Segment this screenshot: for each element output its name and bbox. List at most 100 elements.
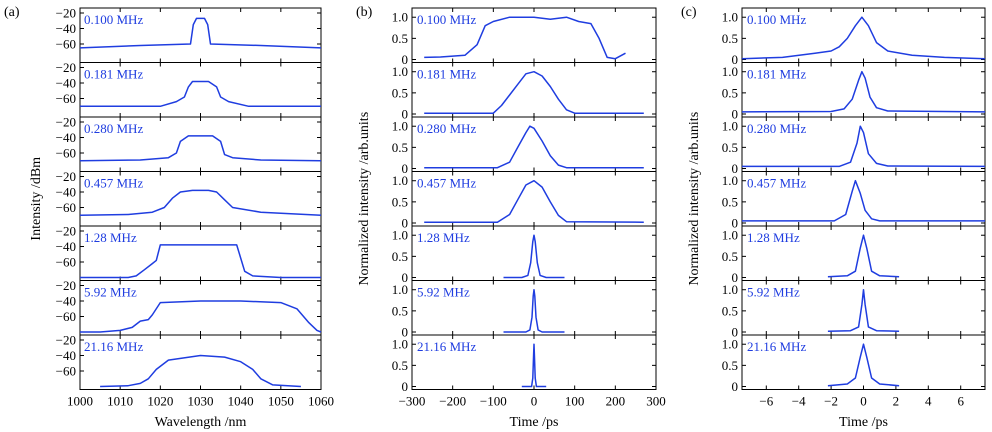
x-tick-label: 1020 [147,394,173,409]
x-tick-label: −300 [399,394,426,409]
subplot-1: 0 0.5 1.0 0.100 MHz [722,7,986,67]
y-tick-label: −20 [56,169,76,184]
y-axis-label: Intensity /dBm [29,157,44,241]
y-tick-label: −20 [56,60,76,75]
y-tick-label: 0.5 [722,249,738,264]
x-tick-label: 1050 [268,394,294,409]
subplot-7: 0 0.5 1.0 21.16 MHz [722,334,986,394]
y-tick-label: −20 [56,115,76,130]
y-tick-label: 0 [732,52,739,67]
y-tick-label: −40 [56,348,76,363]
subplot-6: 0 0.5 1.0 5.92 MHz [722,280,986,340]
trace-0-100-mhz [741,16,986,60]
y-tick-label: 1.0 [392,173,408,188]
y-tick-label: 0 [732,216,739,231]
y-axis-label: Normalized intensity /arb.units [357,112,372,286]
trace-5-92-mhz [80,300,322,333]
subplot-6: −20−40−60 5.92 MHz [56,278,322,336]
trace-0-100-mhz [79,17,322,49]
y-tick-label: 0.5 [392,194,408,209]
trace-0-181-mhz [741,70,986,113]
rate-label: 21.16 MHz [747,339,806,354]
rate-label: 5.92 MHz [84,285,137,300]
x-tick-label: 0 [860,394,867,409]
rate-label: 0.181 MHz [417,67,476,82]
y-tick-label: 1.0 [392,64,408,79]
rate-label: 21.16 MHz [84,339,143,354]
rate-label: 0.100 MHz [84,12,143,27]
trace-0-181-mhz [80,80,321,108]
trace-0-280-mhz [424,125,644,169]
x-tick-label: −100 [480,394,507,409]
y-tick-label: −40 [56,185,76,200]
y-tick-label: 0.5 [392,358,408,373]
y-tick-label: −20 [56,224,76,239]
subplot-7: 0 0.5 1.0 21.16 MHz [392,334,657,394]
y-tick-label: −40 [56,294,76,309]
x-tick-label: 1010 [107,394,133,409]
y-tick-label: 0 [402,270,409,285]
y-tick-label: 0 [402,52,409,67]
x-tick-label: 6 [957,394,964,409]
rate-label: 0.100 MHz [747,12,806,27]
rate-label: 0.181 MHz [747,67,806,82]
y-tick-label: −20 [56,6,76,21]
trace-21-16-mhz [827,343,900,387]
panel-a: (a) −20−40−600.100 MHz−20−40−600.181 MHz−… [4,5,334,430]
y-tick-label: 1.0 [722,282,738,297]
y-tick-label: −60 [56,200,76,215]
x-axis-label: Time /ps [839,415,888,430]
y-tick-label: −60 [56,146,76,161]
trace-1-28-mhz [827,234,900,278]
y-tick-label: 0.5 [722,194,738,209]
y-tick-label: 0.5 [392,85,408,100]
y-tick-label: −60 [56,37,76,52]
trace-0-457-mhz [424,179,644,223]
trace-0-280-mhz [742,125,986,168]
subplot-1: −20−40−60 0.100 MHz [56,6,322,63]
panel-b: (b) 0 0.5 1.0 0.100 MHz 0 0.5 1.0 0.181 MHz 0 0.5 1… [356,5,666,430]
y-tick-label: 0 [732,270,739,285]
y-tick-label: 1.0 [722,119,738,134]
rate-label: 0.280 MHz [747,121,806,136]
subplot-3: −20−40−60 0.280 MHz [56,115,322,172]
y-tick-label: 0.5 [722,358,738,373]
trace-0-181-mhz [424,70,644,114]
subplot-5: 0 0.5 1.0 1.28 MHz [722,225,986,285]
subplot-2: 0 0.5 1.0 0.181 MHz [722,62,986,122]
y-tick-label: 1.0 [722,337,738,352]
x-tick-label: 100 [565,394,585,409]
y-tick-label: 1.0 [392,228,408,243]
y-tick-label: −40 [56,239,76,254]
subplot-4: −20−40−60 0.457 MHz [56,169,322,227]
y-tick-label: 1.0 [722,64,738,79]
rate-label: 5.92 MHz [417,285,470,300]
y-axis-label: Normalized intensity /arb.units [687,112,702,286]
x-tick-label: 0 [531,394,538,409]
trace-0-457-mhz [79,189,322,217]
rate-label: 0.457 MHz [417,176,476,191]
y-tick-label: 1.0 [392,282,408,297]
y-tick-label: 0 [402,379,409,394]
y-tick-label: −20 [56,278,76,293]
y-tick-label: 0.5 [722,140,738,155]
trace-21-16-mhz [100,354,301,388]
x-tick-label: 2 [893,394,900,409]
subplot-4: 0 0.5 1.0 0.457 MHz [722,171,986,231]
panel-label: (c) [681,5,697,20]
y-tick-label: 0 [732,107,739,122]
subplot-4: 0 0.5 1.0 0.457 MHz [392,171,657,231]
y-tick-label: 0.5 [722,85,738,100]
y-tick-label: −40 [56,21,76,36]
trace-5-92-mhz [827,288,900,332]
panel-c: (c) 0 0.5 1.0 0.100 MHz 0 0.5 1.0 0.181 MHz 0 0.5 1… [681,5,986,430]
y-tick-label: 0 [402,216,409,231]
y-tick-label: 1.0 [722,228,738,243]
rate-label: 0.457 MHz [84,176,143,191]
rate-label: 1.28 MHz [417,230,470,245]
y-tick-label: −60 [56,309,76,324]
y-tick-label: −60 [56,364,76,379]
x-tick-label: 1030 [188,394,214,409]
subplot-5: 0 0.5 1.0 1.28 MHz [392,225,657,285]
